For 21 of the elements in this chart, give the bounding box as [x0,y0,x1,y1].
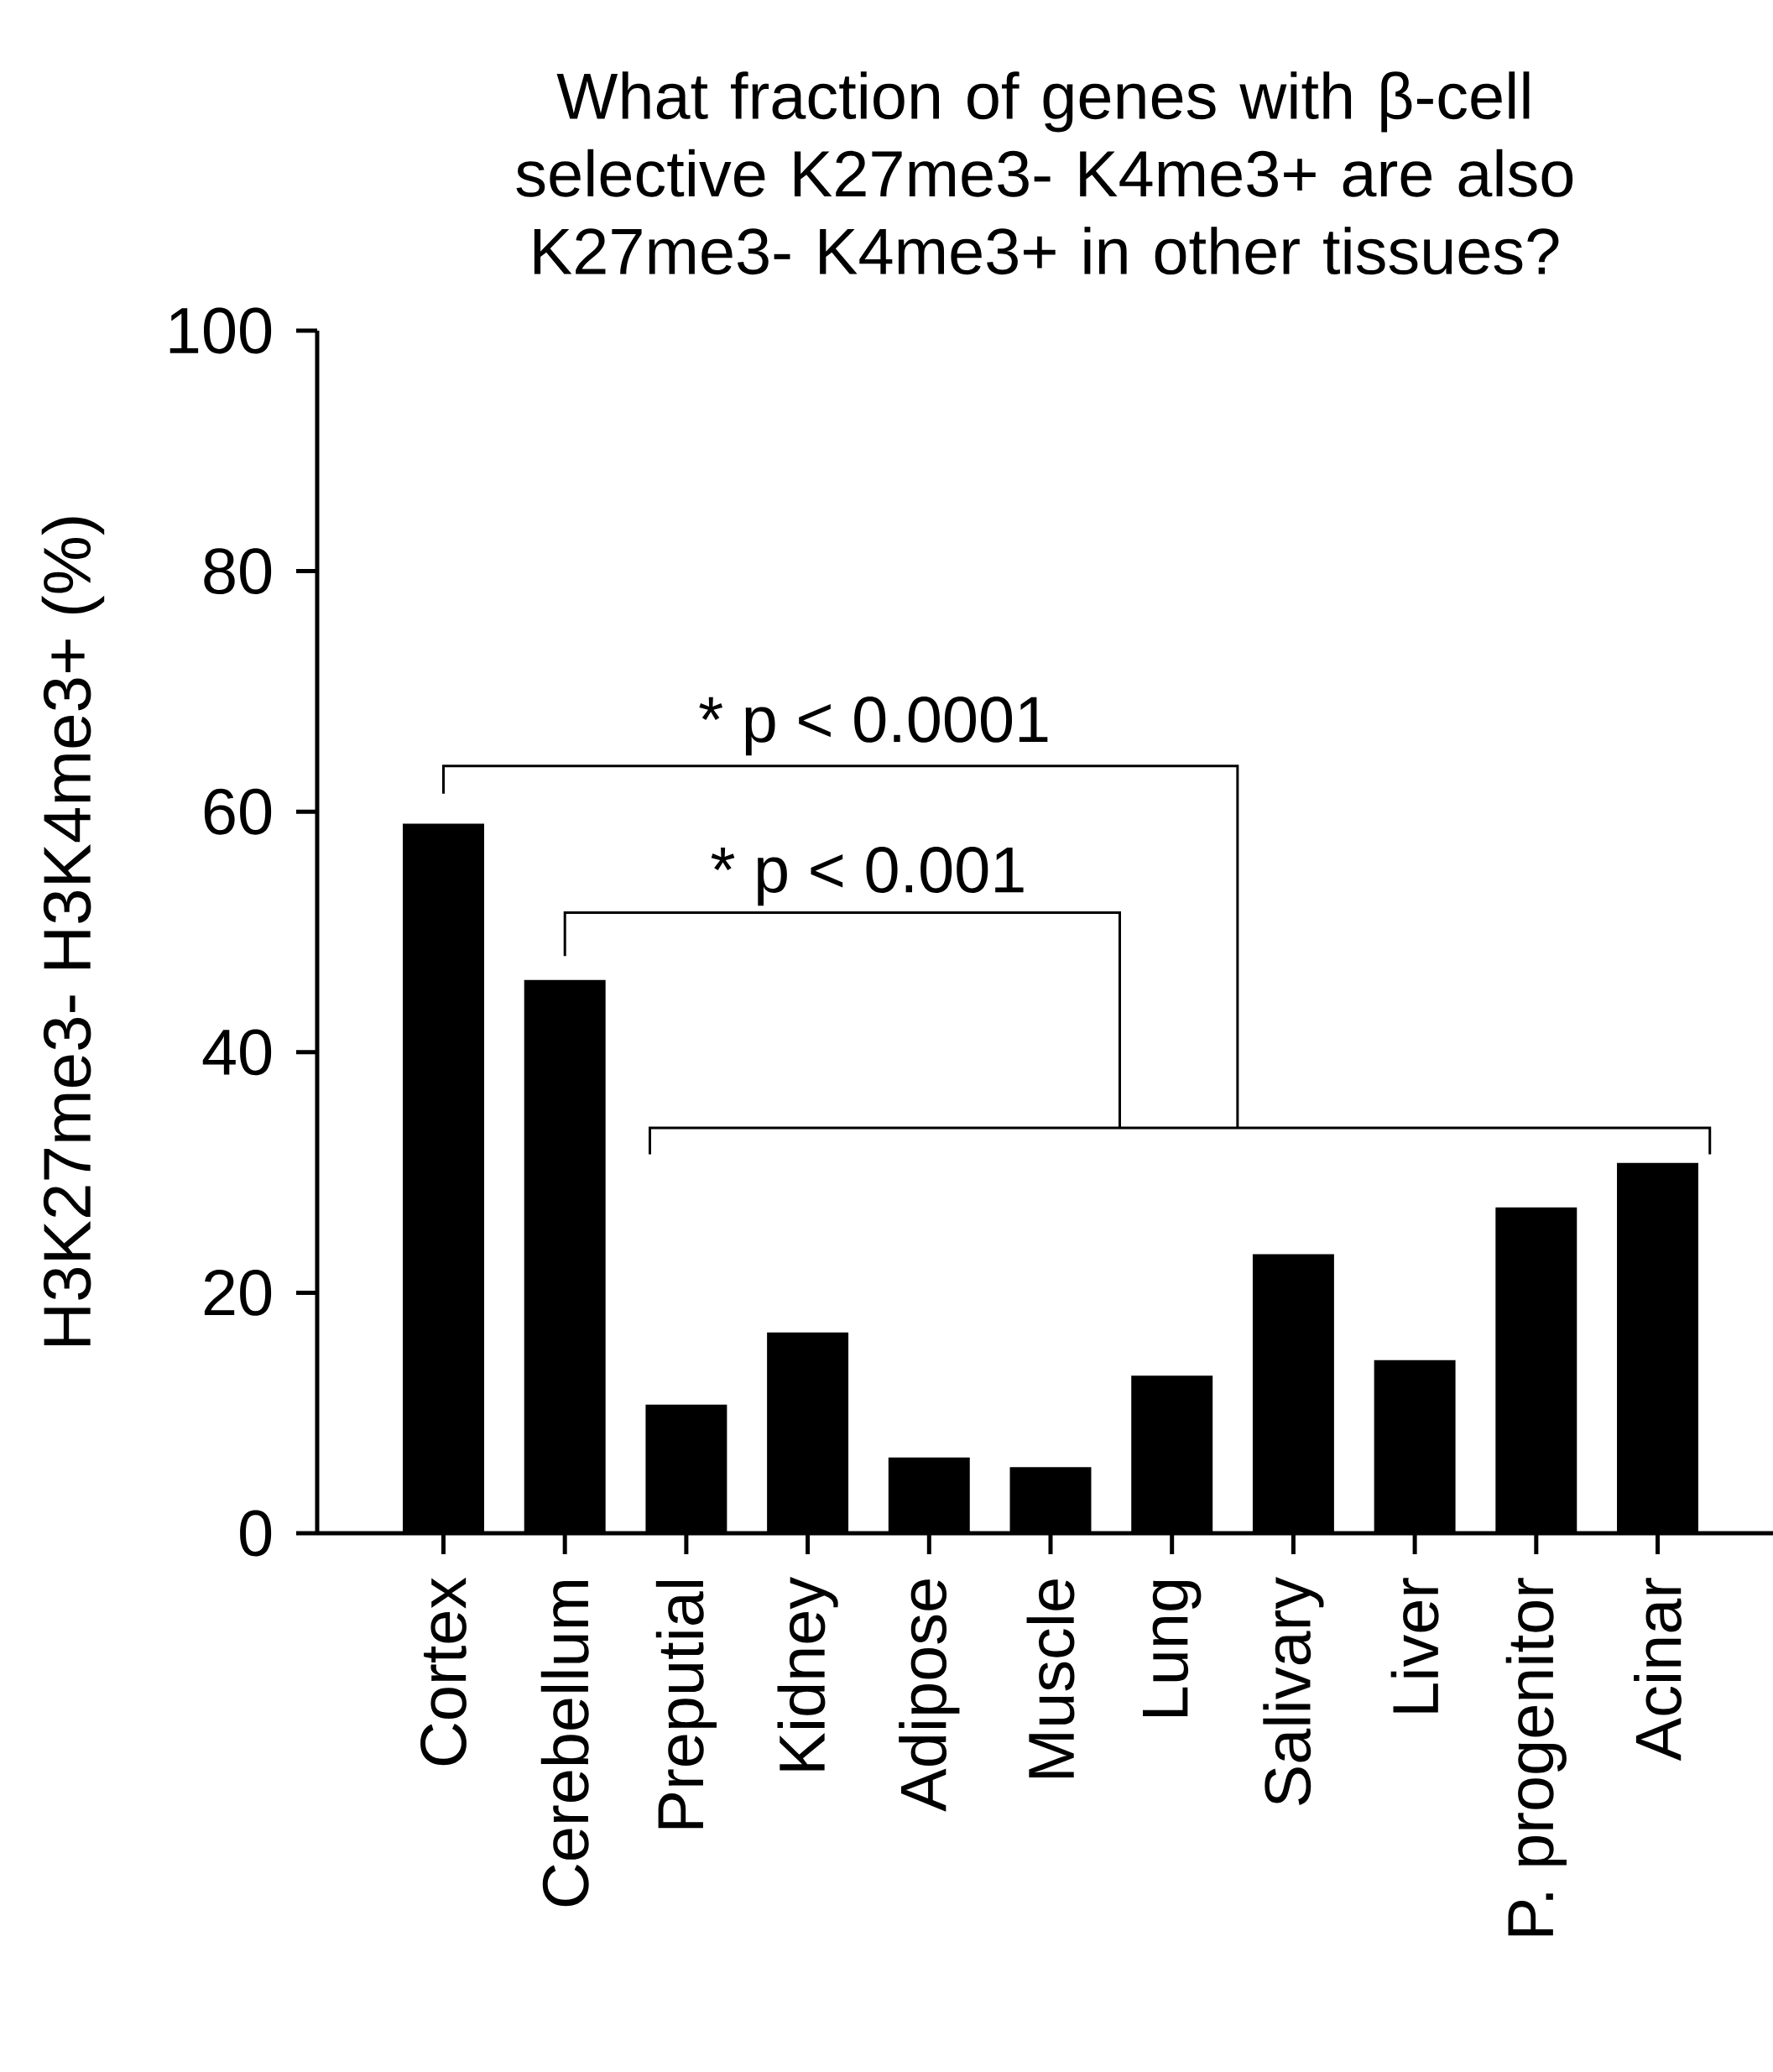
x-tick-label: Preputial [655,1581,717,1829]
annotation: * p < 0.0001 [699,696,1048,756]
x-tick-label: Adipose [899,1579,960,1812]
x-tick-label: Cerebellum [540,1581,589,1907]
x-tick-label: Lung [1143,1580,1202,1716]
y-tick-label: 20 [204,1269,272,1316]
y-tick-label: 40 [202,1029,272,1076]
y-tick-label: 0 [240,1510,272,1557]
x-tick-label: Salivary [1263,1577,1324,1805]
annotation: * p < 0.001 [711,847,1024,906]
y-tick-label: 80 [204,548,272,595]
x-tick-label: Muscle [1026,1579,1075,1777]
y-tick-label: 60 [204,788,272,835]
x-tick-label: Kidney [777,1577,838,1771]
x-tick-label: Acinar [1634,1578,1682,1761]
y-axis-title: H3K27me3- H3K4me3+ (%) [41,517,105,1346]
x-tick-label: Liver [1390,1578,1439,1713]
x-tick-label: Cortex [420,1577,467,1766]
x-tick-label: P. progenitor [1505,1578,1567,1936]
chart-title: What fraction of genes with β-cell selective K27me3- K4me3+ are also K27me3- K4me3+ in other tissues? [516,71,1573,275]
y-tick-label: 100 [169,307,272,354]
